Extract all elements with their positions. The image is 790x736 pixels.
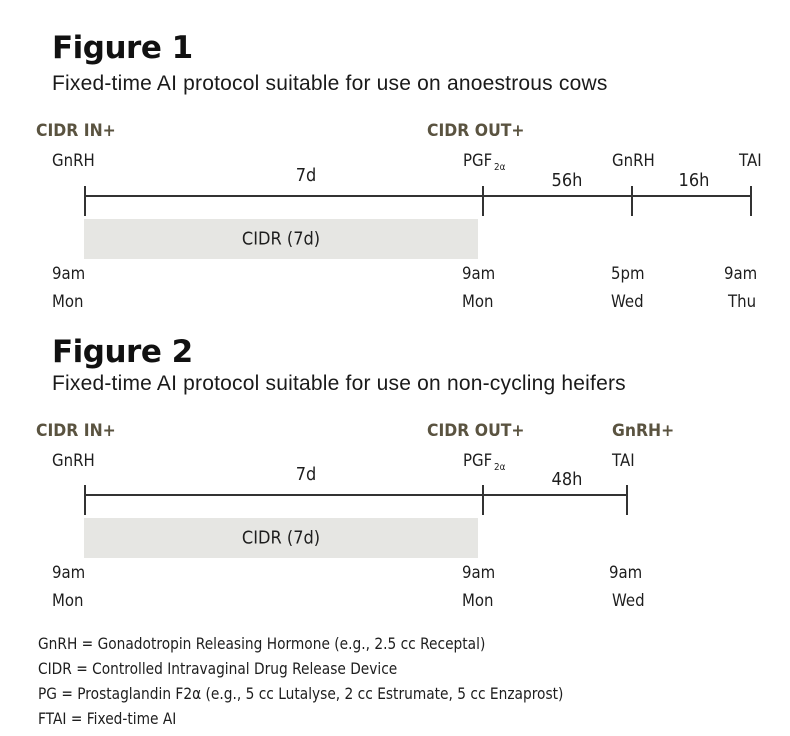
day-label: Wed — [611, 292, 644, 312]
day-label: Mon — [462, 292, 494, 312]
time-label: 9am — [462, 264, 496, 284]
day-label: Thu — [728, 292, 757, 312]
step-cidr-out: CIDR OUT+ — [427, 421, 525, 441]
timeline-tick — [631, 186, 633, 216]
event-gnrh: GnRH — [52, 451, 95, 471]
figure-2-subtitle: Fixed-time AI protocol suitable for use … — [52, 372, 626, 395]
timeline-tick — [84, 485, 86, 515]
figure-1-title: Figure 1 — [52, 30, 193, 66]
time-label: 9am — [462, 563, 496, 583]
duration-48h: 48h — [551, 469, 583, 490]
event-pgf: PGF 2α — [463, 151, 506, 173]
legend-item-ftai: FTAI = Fixed-time AI — [38, 709, 177, 728]
duration-7d: 7d — [295, 165, 317, 186]
event-pgf: PGF 2α — [463, 451, 506, 473]
cidr-period-band: CIDR (7d) — [84, 518, 478, 558]
event-gnrh: GnRH — [52, 151, 95, 171]
legend-item-gnrh: GnRH = Gonadotropin Releasing Hormone (e… — [38, 634, 486, 653]
timeline-axis — [84, 494, 628, 496]
step-cidr-in: CIDR IN+ — [36, 121, 116, 141]
duration-7d: 7d — [295, 464, 317, 485]
timeline-tick — [626, 485, 628, 515]
event-gnrh-2: GnRH — [612, 151, 655, 171]
time-label: 9am — [52, 563, 86, 583]
step-gnrh: GnRH+ — [612, 421, 675, 441]
timeline-tick — [482, 186, 484, 216]
duration-16h: 16h — [678, 170, 710, 191]
step-cidr-in: CIDR IN+ — [36, 421, 116, 441]
time-label: 5pm — [611, 264, 645, 284]
cidr-period-label: CIDR (7d) — [241, 228, 321, 250]
timeline-tick — [482, 485, 484, 515]
event-tai: TAI — [612, 451, 635, 471]
timeline-tick — [84, 186, 86, 216]
day-label: Mon — [52, 292, 84, 312]
timeline-axis — [84, 195, 752, 197]
time-label: 9am — [609, 563, 643, 583]
cidr-period-band: CIDR (7d) — [84, 219, 478, 259]
time-label: 9am — [724, 264, 758, 284]
step-cidr-out: CIDR OUT+ — [427, 121, 525, 141]
figure-2-title: Figure 2 — [52, 334, 193, 370]
legend-item-cidr: CIDR = Controlled Intravaginal Drug Rele… — [38, 659, 398, 678]
time-label: 9am — [52, 264, 86, 284]
legend-item-pg: PG = Prostaglandin F2α (e.g., 5 cc Lutal… — [38, 684, 564, 703]
event-tai: TAI — [739, 151, 762, 171]
day-label: Mon — [462, 591, 494, 611]
timeline-tick — [750, 186, 752, 216]
day-label: Mon — [52, 591, 84, 611]
duration-56h: 56h — [551, 170, 583, 191]
day-label: Wed — [612, 591, 645, 611]
figure-1-subtitle: Fixed-time AI protocol suitable for use … — [52, 72, 608, 95]
cidr-period-label: CIDR (7d) — [241, 527, 321, 549]
